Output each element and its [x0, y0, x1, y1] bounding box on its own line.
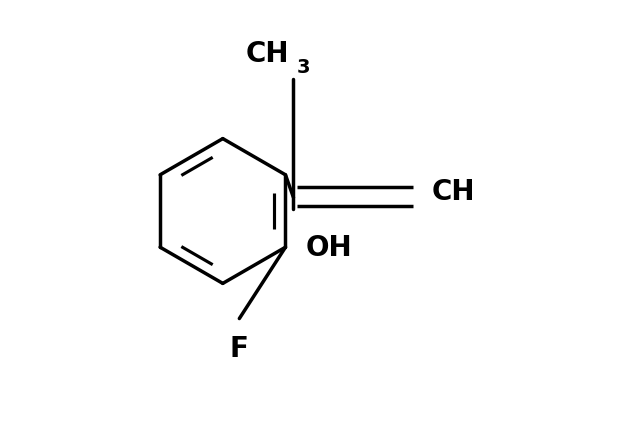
Text: F: F: [230, 335, 249, 363]
Text: OH: OH: [305, 234, 352, 262]
Text: 3: 3: [297, 57, 310, 76]
Text: CH: CH: [246, 40, 289, 68]
Text: CH: CH: [432, 179, 475, 206]
